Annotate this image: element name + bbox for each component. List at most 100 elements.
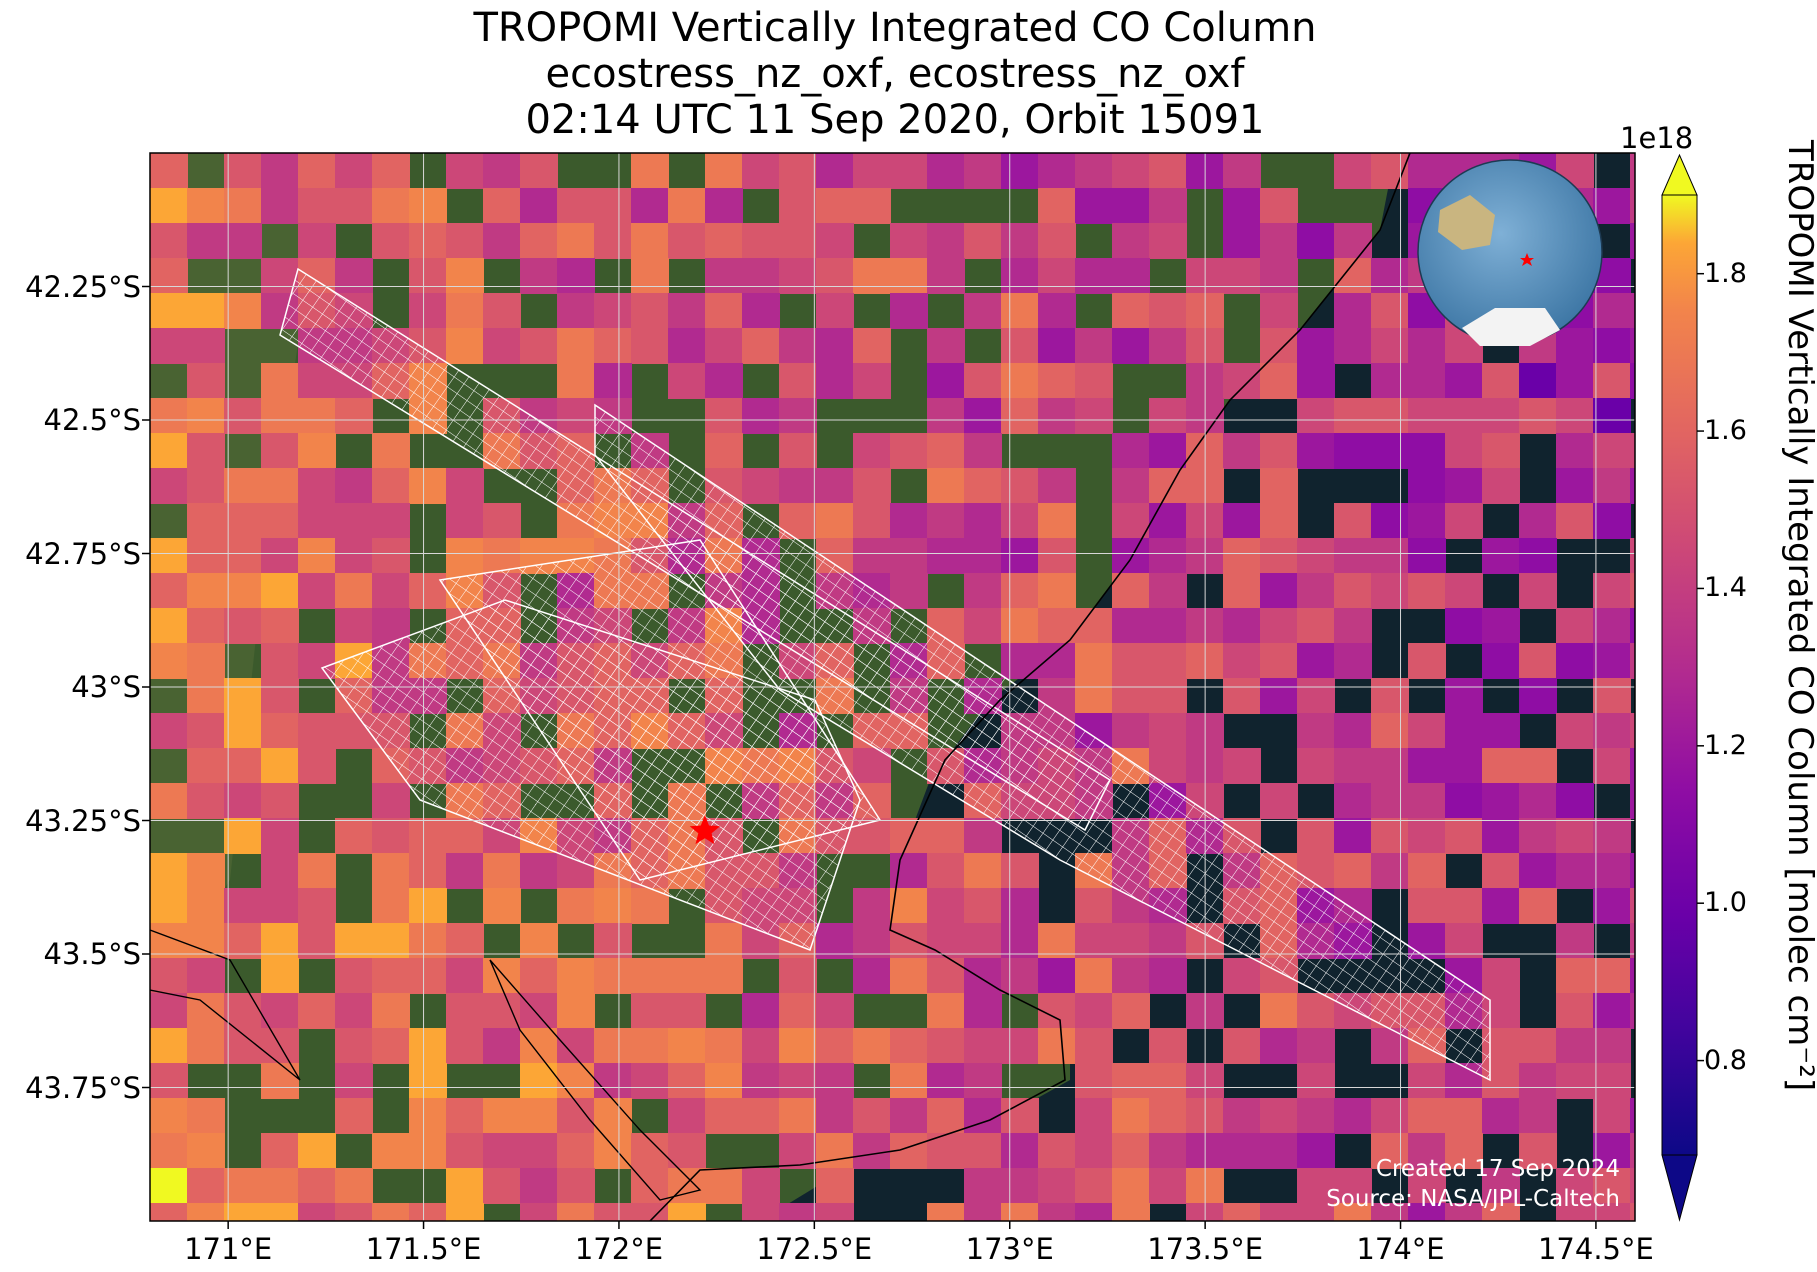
co-pixel [853, 433, 891, 469]
co-pixel [1038, 293, 1076, 329]
co-pixel [1630, 993, 1635, 1029]
co-pixel [335, 1203, 373, 1221]
co-pixel [520, 223, 558, 259]
co-pixel [1445, 818, 1483, 854]
co-pixel [520, 188, 558, 224]
co-pixel [483, 853, 521, 889]
co-pixel [187, 748, 225, 784]
co-pixel [1630, 783, 1635, 819]
co-pixel [927, 1203, 965, 1221]
co-pixel [150, 573, 188, 609]
co-pixel [1593, 853, 1631, 889]
co-pixel [261, 783, 299, 819]
co-pixel [557, 1168, 595, 1204]
co-pixel [1371, 1133, 1409, 1169]
co-pixel [1001, 503, 1039, 539]
co-pixel [372, 153, 410, 189]
co-pixel [520, 153, 558, 189]
co-pixel [705, 1168, 743, 1204]
co-pixel [742, 1168, 780, 1204]
co-pixel [520, 328, 558, 364]
co-pixel [853, 363, 891, 399]
co-pixel [1593, 363, 1631, 399]
co-pixel [853, 923, 891, 959]
co-pixel [1297, 713, 1335, 749]
co-pixel [1260, 503, 1298, 539]
co-pixel [779, 1098, 817, 1134]
co-pixel [1334, 1098, 1372, 1134]
co-pixel [1223, 503, 1261, 539]
co-pixel [1260, 293, 1298, 329]
co-pixel [1149, 1168, 1187, 1204]
co-pixel [1408, 503, 1446, 539]
co-pixel [409, 818, 447, 854]
co-pixel [187, 1098, 225, 1134]
co-pixel [779, 188, 817, 224]
co-pixel [668, 223, 706, 259]
co-pixel [335, 958, 373, 994]
co-pixel [1112, 1063, 1150, 1099]
co-pixel [816, 153, 854, 189]
co-pixel [668, 1098, 706, 1134]
co-pixel [483, 1098, 521, 1134]
colorbar-tick-label: 1.4 [1704, 572, 1747, 604]
co-pixel [557, 328, 595, 364]
co-pixel [1408, 853, 1446, 889]
co-pixel [1260, 1098, 1298, 1134]
co-pixel [335, 398, 373, 434]
co-pixel [779, 223, 817, 259]
co-pixel [150, 188, 188, 224]
co-pixel [298, 993, 336, 1029]
co-pixel [779, 1063, 817, 1099]
co-pixel [1001, 1028, 1039, 1064]
co-pixel [1556, 958, 1594, 994]
co-pixel [853, 328, 891, 364]
co-pixel [705, 258, 743, 294]
co-pixel [335, 468, 373, 504]
co-pixel [409, 188, 447, 224]
co-pixel [1297, 573, 1335, 609]
co-pixel [446, 258, 484, 294]
co-pixel [890, 923, 928, 959]
co-pixel [853, 503, 891, 539]
co-pixel [557, 888, 595, 924]
co-pixel [1223, 1203, 1261, 1221]
co-pixel [1112, 678, 1150, 714]
co-pixel [224, 153, 262, 189]
co-pixel [187, 573, 225, 609]
co-pixel [964, 1168, 1002, 1204]
co-pixel [1408, 748, 1446, 784]
co-pixel [1371, 398, 1409, 434]
co-pixel [1482, 643, 1520, 679]
co-pixel [298, 503, 336, 539]
co-pixel [890, 888, 928, 924]
co-pixel [1112, 328, 1150, 364]
co-pixel [298, 153, 336, 189]
co-pixel [1408, 1133, 1446, 1169]
inset-globe [1417, 159, 1603, 346]
co-pixel [1223, 748, 1261, 784]
co-pixel [927, 153, 965, 189]
co-pixel [1297, 1028, 1335, 1064]
co-pixel [1445, 398, 1483, 434]
co-pixel [594, 923, 632, 959]
co-pixel [298, 188, 336, 224]
co-pixel [742, 328, 780, 364]
co-pixel [816, 258, 854, 294]
co-pixel [668, 363, 706, 399]
co-pixel [631, 293, 669, 329]
lon-tick-marks [227, 1221, 1597, 1229]
co-pixel [372, 1133, 410, 1169]
co-pixel [483, 503, 521, 539]
co-pixel [964, 538, 1002, 574]
co-pixel [1482, 538, 1520, 574]
co-pixel [150, 398, 188, 434]
co-pixel [594, 328, 632, 364]
co-pixel [298, 398, 336, 434]
co-pixel [779, 363, 817, 399]
co-pixel [890, 1028, 928, 1064]
co-pixel [1112, 993, 1150, 1029]
co-pixel [1408, 888, 1446, 924]
co-pixel [1445, 678, 1483, 714]
